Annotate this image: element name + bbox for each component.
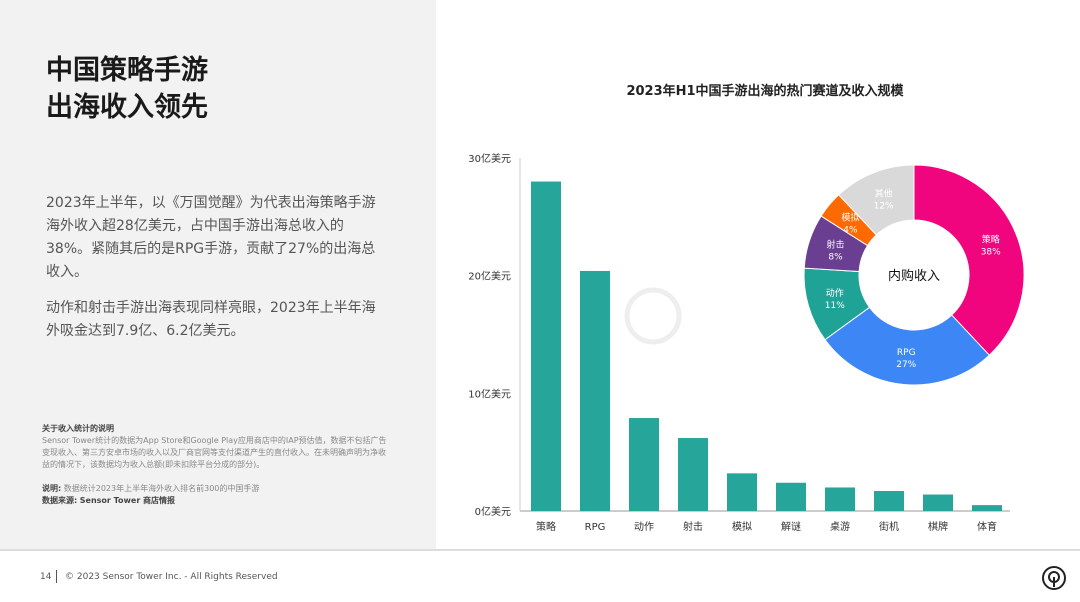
notes: 关于收入统计的说明 Sensor Tower统计的数据为App Store和Go… [42,423,387,507]
slice-label: 策略 [982,234,1000,246]
slice-pct: 27% [896,360,916,370]
x-tick-label: 射击 [683,521,703,533]
chart-title: 2023年H1中国手游出海的热门赛道及收入规模 [626,84,904,99]
bar-街机 [874,490,904,511]
bar-棋牌 [923,494,953,511]
slice-label: 射击 [827,239,845,251]
bar-策略 [531,181,561,512]
slice-label: 其他 [875,187,893,199]
desc-label: 说明: [42,484,62,493]
x-tick-label: 解谜 [781,520,801,533]
watermark-icon [624,287,682,345]
paragraph-1: 2023年上半年，以《万国觉醒》为代表出海策略手游海外收入超28亿美元，占中国手… [46,195,376,280]
notes-title: 关于收入统计的说明 [42,424,114,433]
x-tick-label: 模拟 [732,520,752,533]
slice-label: RPG [897,348,916,358]
y-tick-label: 10亿美元 [468,387,511,400]
bar-射击 [678,438,708,511]
page-title: 中国策略手游 出海收入领先 [46,52,208,126]
bar-体育 [972,505,1002,511]
slice-label: 模拟 [841,211,859,223]
bar-解谜 [776,482,806,511]
y-tick-label: 0亿美元 [475,505,511,518]
slice-RPG [824,306,991,386]
paragraph-2: 动作和射击手游出海表现同样亮眼，2023年上半年海外吸金达到7.9亿、6.2亿美… [46,300,376,339]
footer-separator [56,570,57,583]
slice-其他 [837,164,915,236]
x-tick-label: 桌游 [830,520,850,533]
slice-label: 动作 [826,287,844,299]
sensor-tower-logo-icon [1042,566,1066,590]
y-tick-label: 30亿美元 [468,152,511,165]
desc-text: 数据统计2023年上半年海外收入排名前300的中国手游 [63,484,260,493]
y-tick-label: 20亿美元 [468,270,511,283]
x-tick-label: 棋牌 [928,520,948,533]
bar-RPG [580,270,610,511]
x-tick-label: RPG [585,522,606,533]
copyright: © 2023 Sensor Tower Inc. - All Rights Re… [65,572,278,582]
footer-divider [0,549,1080,551]
title-line-1: 中国策略手游 [46,55,208,86]
left-panel: 中国策略手游 出海收入领先 2023年上半年，以《万国觉醒》为代表出海策略手游海外… [0,0,436,549]
x-tick-label: 策略 [536,520,556,533]
x-tick-label: 体育 [977,520,997,533]
slice-策略 [913,164,1025,356]
slice-pct: 8% [828,253,843,263]
bar-动作 [629,418,659,511]
notes-body: Sensor Tower统计的数据为App Store和Google Play应… [42,436,387,469]
slice-pct: 38% [981,248,1001,258]
slice-pct: 12% [874,201,894,211]
page-number: 14 [40,572,52,582]
donut-center-label: 内购收入 [888,268,940,284]
slice-pct: 11% [825,301,845,311]
x-tick-label: 动作 [634,521,654,533]
x-tick-label: 街机 [879,520,899,533]
bar-桌游 [825,487,855,511]
source-label: 数据来源: [42,496,78,505]
slice-pct: 4% [843,225,858,235]
source-text: Sensor Tower 商店情报 [79,496,176,505]
bar-模拟 [727,473,757,511]
title-line-2: 出海收入领先 [46,92,208,123]
